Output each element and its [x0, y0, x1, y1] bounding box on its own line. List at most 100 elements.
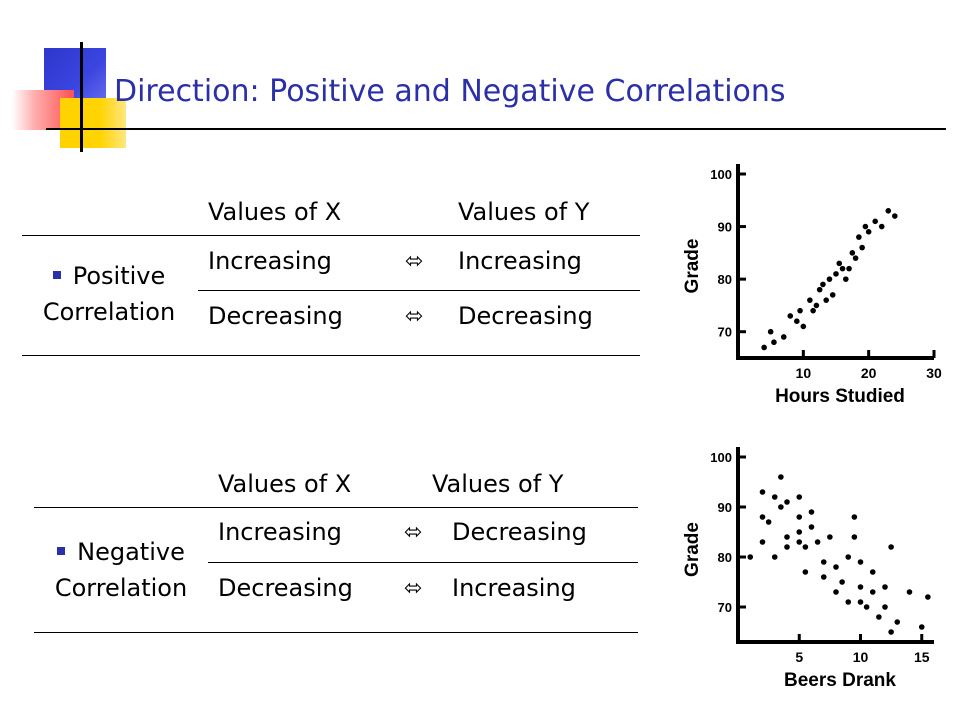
- data-point: [888, 629, 894, 635]
- cell-x-row1: Increasing: [218, 518, 342, 546]
- data-point: [800, 323, 807, 330]
- row-label-line: Correlation: [54, 574, 188, 602]
- data-point: [780, 334, 787, 340]
- data-point: [771, 494, 778, 500]
- scatter-chart-hours-studied: 70 80 90 100 10 20 30 Hours Studied Grade: [682, 164, 942, 407]
- data-point: [892, 213, 898, 219]
- data-point: [823, 297, 829, 303]
- bullet-icon: [57, 547, 66, 555]
- row-label-line: Correlation: [42, 298, 176, 326]
- data-point: [814, 539, 821, 545]
- data-point: [808, 524, 815, 530]
- data-point: [796, 494, 803, 500]
- row-label-negative-correlation: Negative Correlation: [34, 534, 208, 606]
- data-point: [771, 554, 778, 560]
- data-point: [796, 539, 803, 545]
- cell-y-row2: Increasing: [452, 574, 576, 602]
- data-point: [784, 499, 790, 505]
- data-point: [851, 534, 858, 540]
- data-point: [872, 218, 878, 225]
- x-tick-label: 30: [926, 365, 942, 381]
- data-point: [813, 302, 820, 309]
- data-point: [794, 318, 800, 324]
- data-point: [869, 569, 876, 575]
- y-tick-label: 80: [718, 550, 732, 565]
- data-point: [849, 250, 856, 256]
- y-tick-label: 100: [710, 450, 732, 465]
- data-point: [820, 574, 827, 580]
- data-point: [765, 519, 772, 525]
- x-tick-label: 10: [853, 649, 869, 665]
- data-point: [882, 584, 888, 590]
- data-point: [851, 514, 858, 520]
- data-point: [878, 223, 885, 230]
- header-values-of-y: Values of Y: [432, 470, 564, 498]
- data-point: [807, 297, 813, 303]
- bullet-icon: [52, 271, 61, 279]
- data-point: [784, 534, 790, 540]
- title-decoration-vertical-line: [80, 42, 83, 152]
- cell-x-row2: Decreasing: [208, 302, 343, 330]
- y-axis-label: Grade: [682, 239, 703, 294]
- table-rule: [208, 562, 638, 563]
- data-point: [859, 244, 865, 251]
- data-point: [885, 208, 892, 214]
- data-point: [918, 624, 925, 630]
- title-underline: [46, 128, 946, 130]
- data-point: [796, 514, 803, 520]
- data-point: [846, 265, 852, 272]
- data-point: [747, 554, 754, 560]
- y-tick-label: 100: [710, 167, 732, 182]
- data-point: [784, 544, 790, 550]
- data-point: [894, 619, 901, 625]
- data-point: [882, 604, 888, 610]
- data-point: [829, 292, 836, 298]
- data-point: [778, 474, 784, 480]
- data-point: [843, 276, 849, 282]
- data-point: [761, 344, 767, 351]
- data-point: [852, 255, 859, 261]
- data-point: [857, 584, 864, 590]
- data-point: [845, 599, 852, 605]
- data-point: [826, 276, 833, 282]
- data-point: [816, 286, 823, 293]
- y-tick-label: 90: [718, 220, 732, 235]
- cell-y-row1: Increasing: [458, 247, 582, 275]
- data-point: [862, 223, 869, 230]
- data-point: [839, 265, 846, 272]
- data-point: [857, 599, 864, 605]
- data-point: [802, 569, 809, 575]
- header-values-of-y: Values of Y: [458, 198, 590, 226]
- data-point: [833, 589, 839, 595]
- data-point: [865, 229, 872, 235]
- data-point: [759, 514, 766, 520]
- double-arrow-icon: ⬄: [405, 249, 424, 274]
- data-point: [869, 589, 876, 595]
- data-point: [827, 534, 833, 540]
- header-values-of-x: Values of X: [208, 198, 342, 226]
- x-axis-label: Beers Drank: [784, 670, 896, 691]
- cell-y-row1: Decreasing: [452, 518, 587, 546]
- data-point: [797, 307, 803, 314]
- data-point: [856, 234, 862, 240]
- x-tick-label: 20: [861, 365, 877, 381]
- table-rule: [34, 507, 638, 508]
- y-tick-label: 90: [718, 500, 732, 515]
- row-label-line: Positive: [20, 258, 198, 294]
- data-point: [820, 559, 827, 565]
- cell-x-row1: Increasing: [208, 247, 332, 275]
- data-point: [857, 559, 864, 565]
- data-point: [836, 260, 843, 267]
- row-label-positive-correlation: Positive Correlation: [20, 258, 198, 330]
- data-point: [767, 328, 774, 335]
- table-rule: [22, 355, 640, 356]
- data-point: [808, 509, 815, 515]
- header-values-of-x: Values of X: [218, 470, 352, 498]
- scatter-chart-beers-drank: 70 80 90 100 5 10 15 Beers Drank Grade: [682, 447, 934, 691]
- data-point: [787, 313, 794, 319]
- y-tick-label: 70: [718, 325, 732, 340]
- y-tick-label: 80: [718, 272, 732, 287]
- slide-title: Direction: Positive and Negative Correla…: [114, 74, 786, 109]
- cell-x-row2: Decreasing: [218, 574, 353, 602]
- data-point: [810, 307, 816, 314]
